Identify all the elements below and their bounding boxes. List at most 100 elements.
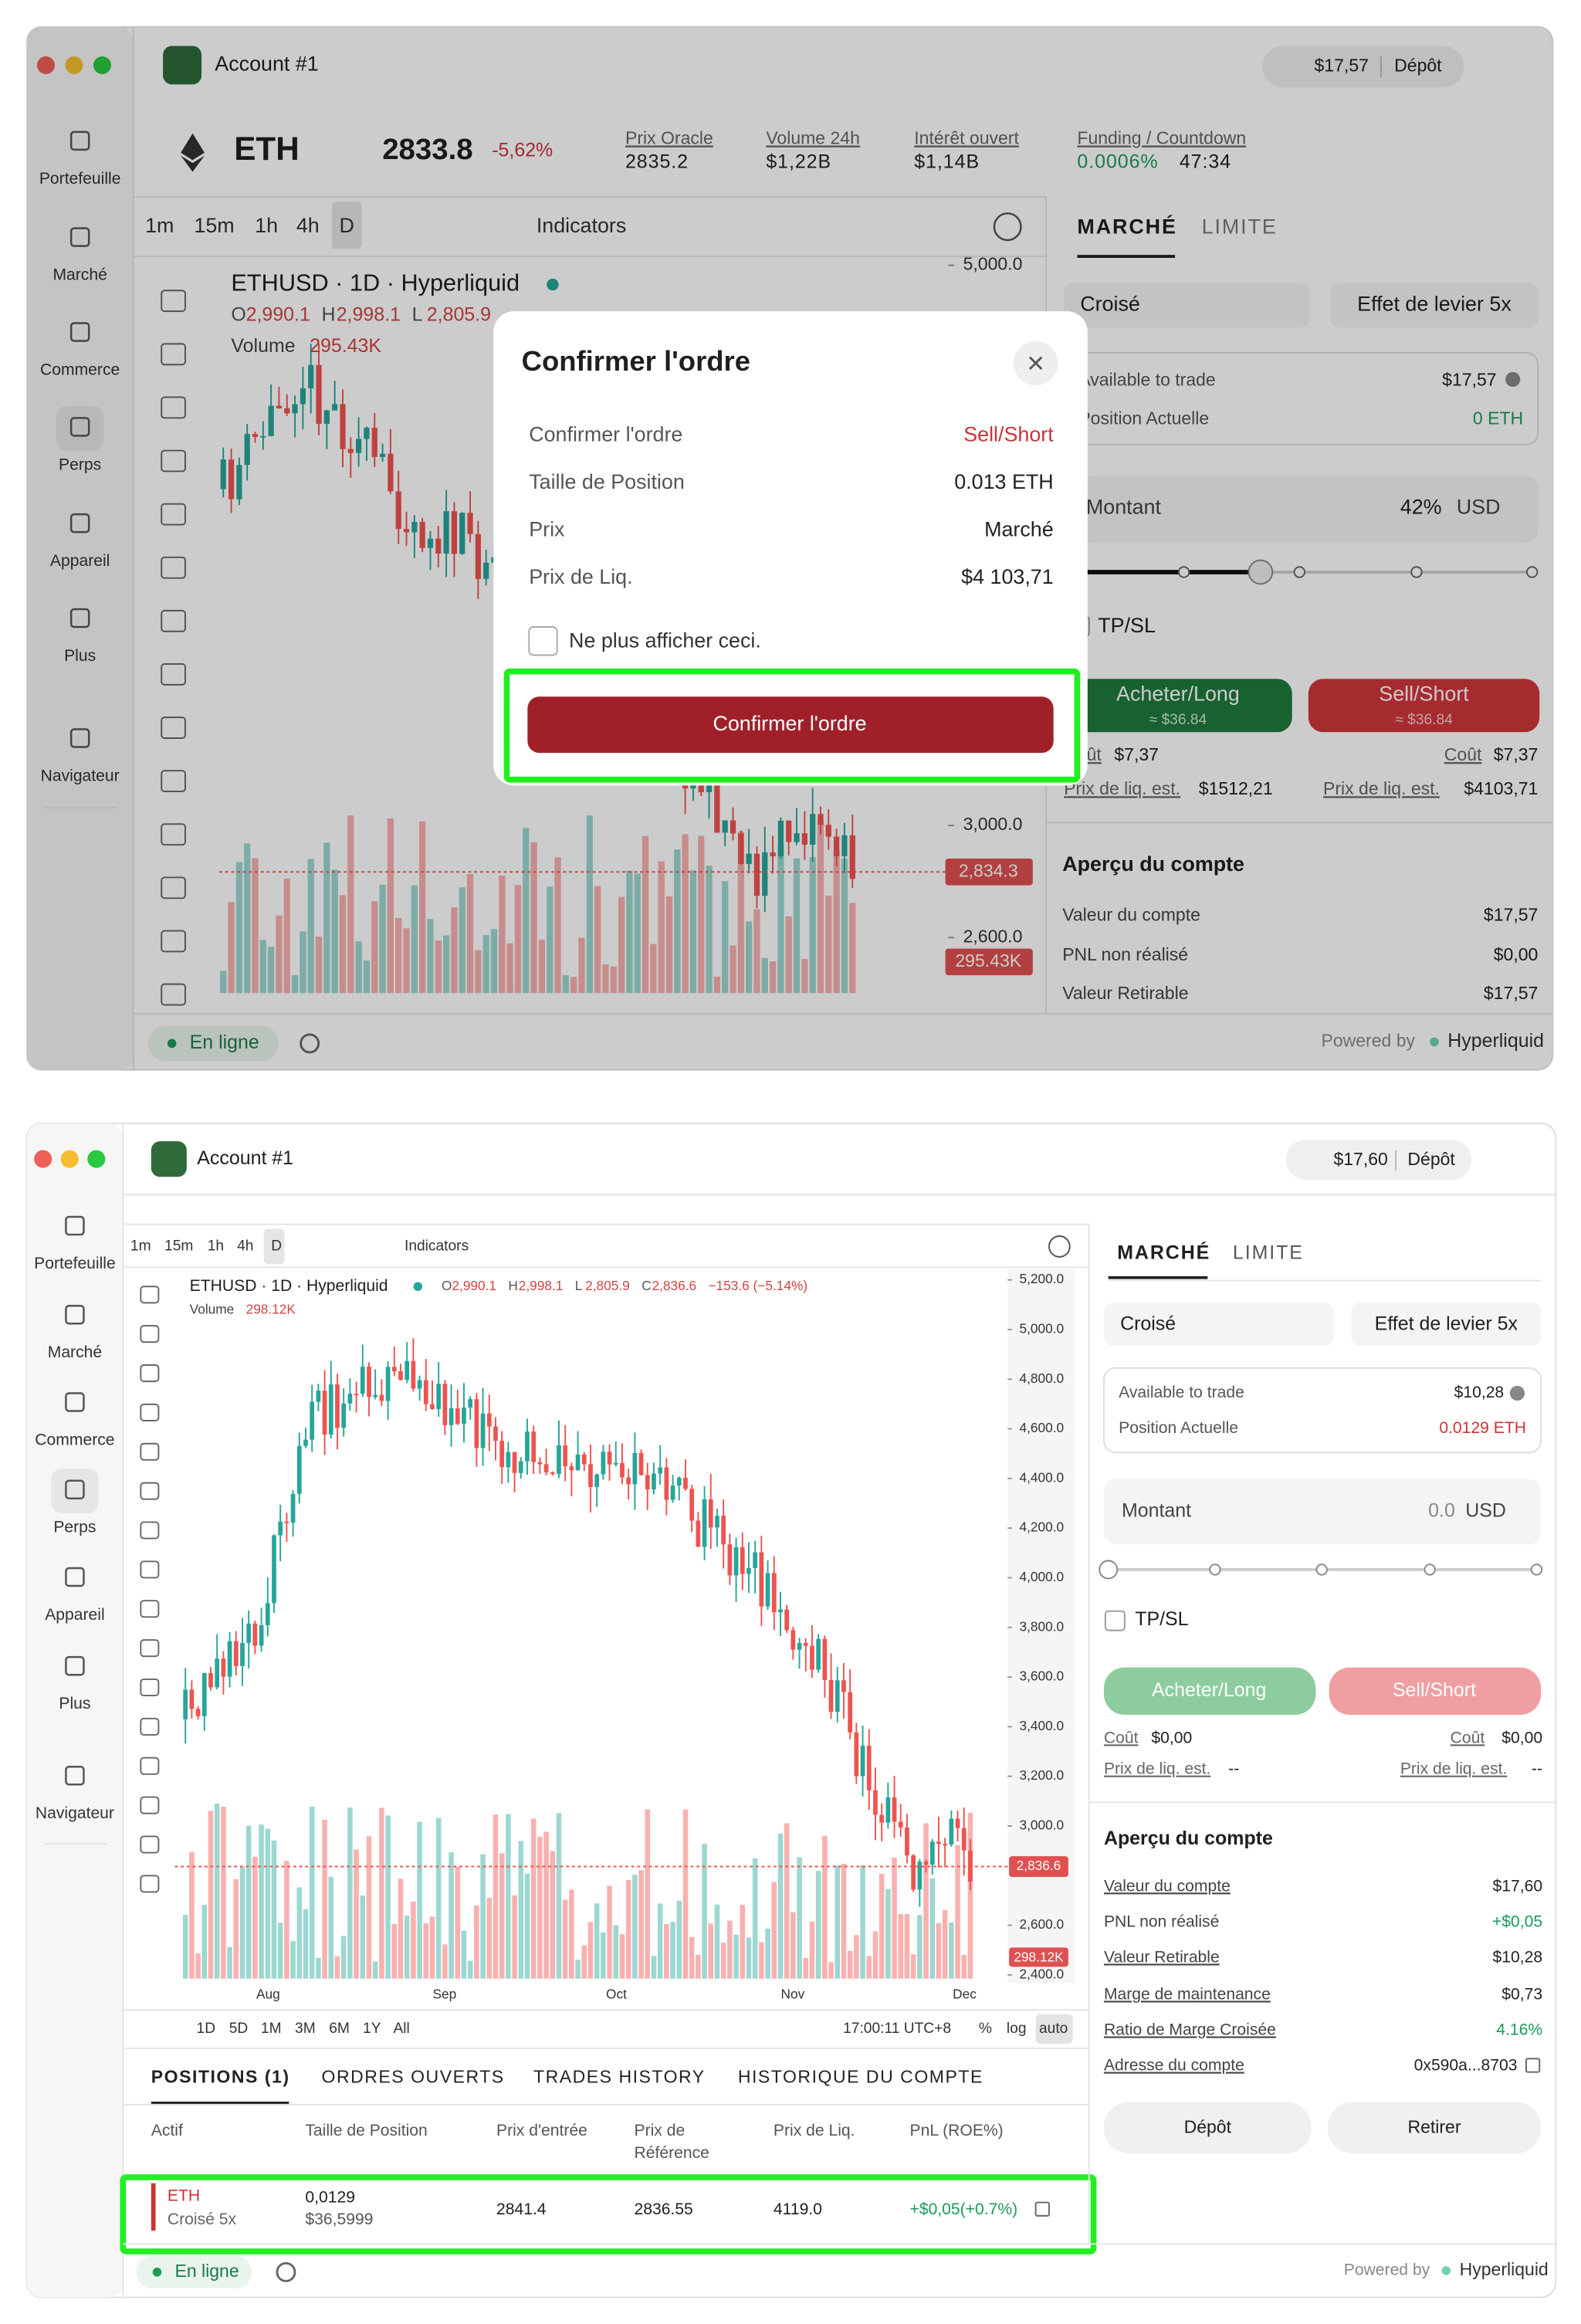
nav-item[interactable]: Portefeuille (34, 1255, 116, 1272)
volume-bar (562, 1899, 568, 1979)
box[interactable] (1103, 1667, 1316, 1716)
box (945, 859, 1033, 886)
volume-bar (752, 1858, 758, 1979)
nav-item[interactable]: Navigateur (41, 767, 120, 784)
label[interactable]: ORDRES OUVERTS (322, 2066, 505, 2086)
candle-body (296, 1445, 302, 1494)
volume-bar (578, 937, 585, 994)
label: $17,57 (1484, 904, 1538, 924)
candle-body (854, 1732, 859, 1777)
label[interactable]: All (393, 2021, 409, 2037)
candle-body (435, 538, 442, 554)
nav-item[interactable]: Marché (52, 266, 107, 284)
volume-bar (235, 862, 242, 994)
volume-bar (581, 1945, 587, 1979)
drawing-tool (140, 1717, 160, 1736)
label: Taille de Position (305, 2122, 427, 2139)
label[interactable]: Indicators (537, 214, 626, 237)
label[interactable]: 1h (255, 214, 278, 237)
nav-item[interactable]: Perps (59, 456, 101, 473)
label[interactable]: POSITIONS (1) (151, 2066, 290, 2086)
box[interactable] (1104, 1610, 1126, 1631)
box[interactable] (1330, 283, 1539, 328)
label[interactable]: 4h (237, 1238, 253, 1254)
label[interactable]: D (271, 1238, 282, 1254)
candle-body (474, 1399, 479, 1448)
account-name[interactable]: Account #1 (197, 1147, 293, 1169)
candle-body (537, 1462, 543, 1465)
label[interactable]: auto (1039, 2021, 1068, 2037)
candle-body (730, 820, 736, 834)
label: Powered by (1321, 1031, 1415, 1051)
box[interactable] (1064, 679, 1292, 733)
label[interactable]: 1m (130, 1238, 151, 1254)
label[interactable]: 3M (295, 2021, 316, 2037)
account-name[interactable]: Account #1 (215, 53, 318, 76)
candle-body (746, 853, 752, 864)
box[interactable] (528, 626, 558, 656)
nav-item[interactable]: Marché (48, 1343, 102, 1361)
label[interactable]: 4h (296, 214, 320, 237)
box[interactable] (1327, 2102, 1542, 2154)
nav-item[interactable]: Appareil (50, 552, 110, 570)
label[interactable]: % (979, 2021, 992, 2037)
nav-item[interactable]: Navigateur (36, 1804, 114, 1822)
nav-item[interactable]: Perps (53, 1519, 96, 1536)
nav-item[interactable]: Portefeuille (39, 170, 121, 188)
box[interactable] (1103, 2102, 1312, 2154)
label[interactable]: 5D (229, 2021, 249, 2037)
box[interactable] (1351, 1303, 1542, 1347)
label[interactable]: 15m (194, 214, 234, 237)
label[interactable]: Dépôt (1394, 55, 1442, 75)
nav-item[interactable]: Plus (59, 1695, 90, 1713)
label[interactable]: 1h (208, 1238, 224, 1254)
label[interactable]: MARCHÉ (1077, 215, 1176, 239)
nav-item[interactable]: Commerce (35, 1431, 114, 1448)
volume-bar (474, 1905, 479, 1979)
label[interactable]: 1m (145, 214, 174, 237)
label[interactable]: D (340, 214, 354, 237)
box (1525, 2058, 1541, 2073)
label: Available to trade (1119, 1384, 1244, 1401)
label[interactable]: 1D (197, 2021, 216, 2037)
label[interactable]: HISTORIQUE DU COMPTE (738, 2066, 983, 2086)
candle-body (753, 1552, 758, 1568)
label[interactable]: LIMITE (1202, 215, 1278, 239)
label: TP/SL (1098, 614, 1156, 637)
nav-item[interactable]: Plus (64, 647, 96, 665)
label: Marge de maintenance (1104, 1985, 1271, 2003)
label[interactable]: 6M (329, 2021, 350, 2037)
label[interactable]: MARCHÉ (1117, 1242, 1210, 1264)
label[interactable]: 15m (164, 1238, 193, 1254)
volume-bar (363, 960, 371, 994)
y-tick-label: 5,000.0 (1020, 1321, 1065, 1336)
nav-item[interactable]: Appareil (45, 1606, 104, 1624)
volume-bar (455, 1866, 461, 1979)
nav-item[interactable]: Commerce (40, 361, 120, 378)
candle-body (892, 1797, 897, 1822)
volume-bar (815, 1871, 821, 1979)
label[interactable]: TRADES HISTORY (533, 2066, 706, 2086)
label[interactable]: 1Y (363, 2021, 381, 2037)
slider-thumb[interactable] (1099, 1560, 1119, 1580)
label[interactable]: 1M (261, 2021, 282, 2037)
y-tick-label: 2,600.0 (1020, 1916, 1065, 1932)
box[interactable] (1329, 1667, 1542, 1716)
label: PNL non réalisé (1104, 1912, 1219, 1930)
label[interactable]: LIMITE (1233, 1242, 1304, 1264)
slider-thumb[interactable] (1248, 559, 1274, 585)
label[interactable]: log (1007, 2021, 1027, 2037)
label: ≈ $36.84 (1149, 712, 1207, 728)
drawing-tool (140, 1560, 160, 1579)
label: 2,836.6 (652, 1278, 697, 1293)
confirm-button[interactable] (527, 696, 1054, 754)
label[interactable]: Dépôt (1407, 1149, 1455, 1169)
box[interactable] (1308, 679, 1540, 733)
label[interactable]: Indicators (405, 1238, 469, 1254)
volume-bar (817, 820, 824, 994)
box[interactable] (1103, 1303, 1334, 1347)
candle-body (816, 1638, 821, 1670)
label: ≈ $36.84 (1395, 712, 1453, 728)
box[interactable] (1064, 283, 1310, 328)
label: Montant (1086, 496, 1162, 519)
